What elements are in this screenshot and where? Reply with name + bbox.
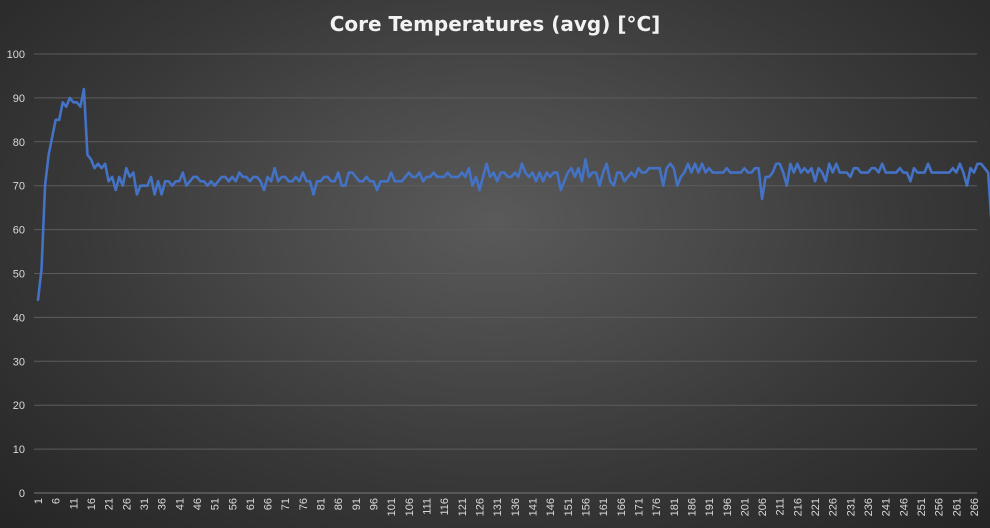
x-tick-label: 26 xyxy=(121,498,133,510)
x-tick-label: 181 xyxy=(669,498,681,516)
x-axis-tick-labels: 1 6 11 16 21 26 31 36 41 46 51 56 61 66 71 76 81 86 91 96 10… xyxy=(33,498,981,516)
x-tick-label: 161 xyxy=(598,498,610,516)
x-tick-label: 266 xyxy=(969,498,981,516)
x-tick-label: 141 xyxy=(527,498,539,516)
x-tick-label: 166 xyxy=(616,498,628,516)
x-tick-label: 151 xyxy=(563,498,575,516)
x-tick-label: 236 xyxy=(863,498,875,516)
x-tick-label: 186 xyxy=(686,498,698,516)
y-tick-label: 60 xyxy=(13,225,25,237)
chart-title: Core Temperatures (avg) [°C] xyxy=(330,12,661,36)
x-tick-label: 1 xyxy=(33,498,45,504)
x-tick-label: 36 xyxy=(157,498,169,510)
x-tick-label: 256 xyxy=(934,498,946,516)
x-tick-label: 176 xyxy=(651,498,663,516)
x-tick-label: 11 xyxy=(68,498,80,509)
x-tick-label: 131 xyxy=(492,498,504,516)
x-tick-label: 211 xyxy=(775,498,787,516)
y-axis-tick-labels: 0 10 20 30 40 50 60 70 80 90 100 xyxy=(7,49,25,500)
x-tick-label: 206 xyxy=(757,498,769,516)
x-tick-label: 51 xyxy=(210,498,222,510)
x-tick-label: 216 xyxy=(792,498,804,516)
y-tick-label: 70 xyxy=(13,181,25,193)
y-tick-label: 100 xyxy=(7,49,25,61)
y-tick-label: 40 xyxy=(13,312,25,324)
x-tick-label: 191 xyxy=(704,498,716,516)
y-tick-label: 20 xyxy=(13,400,25,412)
x-tick-label: 106 xyxy=(404,498,416,516)
x-tick-label: 171 xyxy=(633,498,645,516)
x-tick-label: 31 xyxy=(139,498,151,510)
x-tick-label: 196 xyxy=(722,498,734,516)
x-tick-label: 101 xyxy=(386,498,398,516)
series-layer xyxy=(36,87,990,302)
x-tick-label: 16 xyxy=(86,498,98,510)
x-tick-label: 221 xyxy=(810,498,822,516)
x-tick-label: 261 xyxy=(951,498,963,516)
gridlines xyxy=(34,53,977,494)
x-tick-label: 96 xyxy=(369,498,381,510)
x-tick-label: 136 xyxy=(510,498,522,516)
x-tick-label: 121 xyxy=(457,498,469,516)
x-tick-label: 111 xyxy=(422,498,434,515)
x-tick-label: 6 xyxy=(51,498,63,504)
x-tick-label: 56 xyxy=(227,498,239,510)
x-tick-label: 91 xyxy=(351,498,363,510)
y-tick-label: 90 xyxy=(13,93,25,105)
x-tick-label: 146 xyxy=(545,498,557,516)
x-tick-label: 126 xyxy=(475,498,487,516)
x-tick-label: 251 xyxy=(916,498,928,516)
y-tick-label: 0 xyxy=(19,488,25,500)
x-tick-label: 71 xyxy=(280,498,292,510)
x-tick-label: 116 xyxy=(439,498,451,516)
x-tick-label: 246 xyxy=(898,498,910,516)
x-tick-label: 226 xyxy=(828,498,840,516)
x-tick-label: 61 xyxy=(245,498,257,510)
x-tick-label: 201 xyxy=(739,498,751,516)
series-line xyxy=(36,87,990,302)
y-tick-label: 10 xyxy=(13,444,25,456)
x-tick-label: 231 xyxy=(845,498,857,516)
x-tick-label: 21 xyxy=(104,498,116,510)
x-tick-label: 46 xyxy=(192,498,204,510)
x-tick-label: 86 xyxy=(333,498,345,510)
x-tick-label: 66 xyxy=(263,498,275,510)
y-tick-label: 50 xyxy=(13,269,25,281)
y-tick-label: 80 xyxy=(13,137,25,149)
x-tick-label: 156 xyxy=(580,498,592,516)
x-tick-label: 81 xyxy=(316,498,328,510)
x-tick-label: 241 xyxy=(881,498,893,516)
y-tick-label: 30 xyxy=(13,356,25,368)
x-tick-label: 41 xyxy=(174,498,186,510)
x-tick-label: 76 xyxy=(298,498,310,510)
